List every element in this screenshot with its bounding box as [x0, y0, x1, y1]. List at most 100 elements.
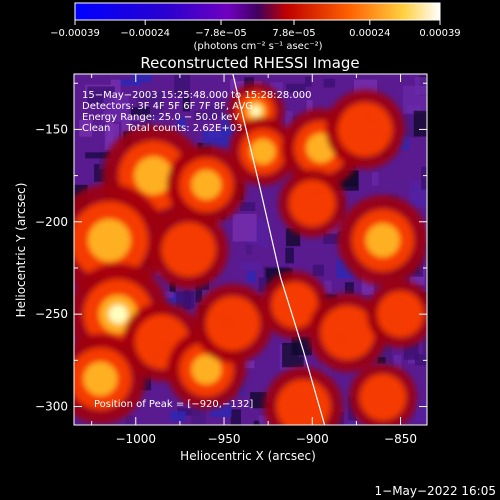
y-axis: −150 −200 −250 −300 — [35, 82, 427, 414]
texture-cell — [414, 76, 427, 95]
emission-spot — [276, 379, 331, 425]
emission-spot — [377, 290, 424, 338]
info-line-counts: Clean Total counts: 2.62E+03 — [82, 123, 242, 134]
texture-cell — [245, 234, 253, 255]
texture-cell — [285, 111, 293, 136]
texture-cell — [169, 281, 176, 293]
emission-sources — [74, 82, 427, 425]
info-line-detectors: Detectors: 3F 4F 5F 6F 7F 8F, AVG — [82, 101, 253, 112]
emission-spot — [161, 222, 216, 277]
texture-cell — [132, 74, 152, 83]
texture-cell — [406, 126, 419, 138]
colorbar-ticks: −0.00039 −0.00024 −7.8e−05 7.8e−05 0.00024 0.… — [50, 20, 461, 39]
emission-spot-peak — [108, 304, 128, 324]
texture-cell — [286, 83, 306, 93]
texture-cell — [117, 79, 142, 86]
emission-spot — [288, 180, 336, 227]
texture-cell — [305, 76, 312, 87]
x-tick-label: −900 — [296, 432, 329, 446]
texture-cell — [312, 264, 324, 277]
y-axis-label: Heliocentric Y (arcsec) — [14, 183, 28, 318]
texture-cell — [414, 354, 427, 366]
x-axis-label: Heliocentric X (arcsec) — [180, 449, 316, 463]
texture-cell — [103, 94, 129, 122]
texture-cell — [240, 261, 262, 271]
texture-cell — [421, 166, 427, 191]
x-tick-label: −850 — [384, 432, 417, 446]
texture-cell — [247, 270, 256, 283]
emission-spot-peak — [250, 105, 262, 117]
emission-spot — [320, 305, 375, 360]
x-tick-label: −1000 — [115, 432, 156, 446]
colorbar-tick-label: 0.00024 — [349, 28, 390, 39]
colorbar-tick-label: −7.8e−05 — [195, 28, 247, 39]
y-tick-label: −250 — [35, 307, 68, 321]
info-line-energy: Energy Range: 25.0 − 50.0 keV — [82, 112, 239, 123]
texture-cell — [371, 171, 379, 186]
texture-cell — [164, 291, 174, 299]
footer-date: 1−May−2022 16:05 — [375, 484, 497, 498]
emission-spot-core — [191, 354, 222, 385]
emission-spot — [271, 281, 318, 329]
texture-cell — [99, 151, 109, 170]
texture-cell — [177, 117, 187, 128]
texture-cell — [253, 420, 261, 425]
texture-cell — [377, 357, 386, 364]
y-tick-label: −150 — [35, 122, 68, 136]
emission-spot-core — [134, 156, 173, 195]
texture-cell — [422, 335, 427, 358]
emission-spot-core — [191, 170, 222, 200]
texture-cell — [424, 223, 427, 243]
texture-cell — [177, 407, 200, 416]
texture-cell — [408, 189, 427, 208]
texture-cell — [306, 100, 313, 119]
texture-cell — [79, 119, 93, 137]
x-tick-label: −950 — [208, 432, 241, 446]
texture-cell — [232, 213, 257, 242]
texture-cell — [125, 415, 134, 425]
texture-cell — [258, 415, 271, 424]
texture-cell — [323, 280, 332, 293]
colorbar-tick-label: −0.00039 — [50, 28, 100, 39]
texture-cell — [393, 355, 402, 372]
texture-cell — [398, 132, 410, 151]
texture-cell — [240, 202, 256, 211]
texture-cell — [107, 120, 114, 144]
chart-title: Reconstructed RHESSI Image — [140, 54, 359, 72]
texture-cell — [138, 92, 164, 102]
colorbar — [74, 2, 441, 21]
texture-cell — [174, 74, 191, 96]
peak-position-label: Position of Peak = [−920,−132] — [94, 399, 253, 410]
texture-cell — [415, 399, 427, 422]
x-axis: −1000 −950 −900 −850 — [91, 74, 417, 446]
texture-cell — [169, 411, 186, 422]
texture-cell — [176, 291, 195, 309]
texture-cell — [194, 110, 216, 121]
texture-cell — [182, 97, 191, 112]
emission-spot — [359, 373, 407, 421]
texture-cell — [285, 247, 294, 264]
emission-spot — [338, 102, 393, 157]
texture-cell — [260, 221, 270, 248]
texture-cell — [230, 409, 241, 425]
info-line-time: 15−May−2003 15:25:48.000 to 15:28:28.000 — [82, 90, 312, 101]
texture-cell — [258, 277, 268, 292]
emission-spot-core — [365, 223, 400, 258]
texture-cell — [85, 152, 112, 159]
plot-frame — [73, 73, 428, 426]
colorbar-tick-label: −0.00024 — [120, 28, 170, 39]
y-tick-label: −200 — [35, 215, 68, 229]
colorbar-tick-label: 7.8e−05 — [272, 28, 315, 39]
texture-cell — [244, 360, 255, 369]
texture-cell — [110, 79, 121, 103]
y-tick-label: −300 — [35, 400, 68, 414]
emission-spot-core — [88, 219, 131, 262]
emission-spot — [205, 296, 261, 351]
texture-cell — [344, 282, 354, 294]
emission-spot-core — [250, 138, 276, 165]
colorbar-tick-label: 0.00039 — [419, 28, 460, 39]
colorbar-units: (photons cm⁻² s⁻¹ asec⁻²) — [193, 41, 322, 52]
texture-cell — [323, 78, 336, 88]
solar-limb-line — [232, 74, 326, 425]
